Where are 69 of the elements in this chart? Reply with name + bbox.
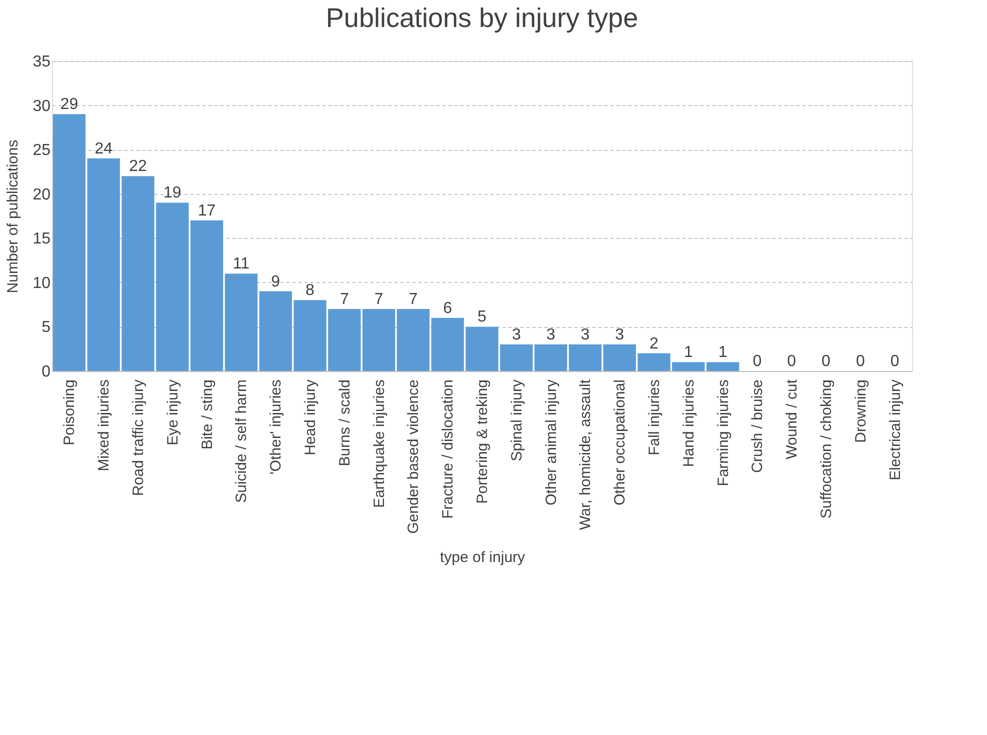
- data-label: 8: [306, 282, 315, 300]
- data-label: 3: [580, 326, 590, 344]
- y-axis-title: Number of publications: [4, 140, 22, 294]
- bar: [396, 309, 430, 371]
- chart-title: Publications by injury type: [326, 3, 638, 33]
- x-tick-label: Other occupational: [612, 380, 629, 506]
- x-tick-label: Crush / bruise: [749, 380, 766, 473]
- bar: [224, 274, 258, 371]
- data-label: 0: [787, 353, 796, 370]
- data-label: 24: [94, 140, 113, 158]
- data-label: 0: [856, 353, 865, 370]
- y-tick-label: 25: [32, 142, 51, 160]
- data-label: 29: [60, 96, 78, 114]
- x-tick-label: Portering & treking: [474, 380, 491, 504]
- x-tick-label: Eye injury: [164, 379, 182, 446]
- data-label: 7: [374, 291, 384, 308]
- bar: [534, 344, 568, 371]
- y-tick-label: 10: [32, 274, 51, 292]
- data-label: 3: [546, 326, 556, 344]
- data-label: 11: [232, 256, 250, 273]
- x-tick-label: Suicide / self harm: [233, 380, 250, 503]
- x-axis-title: type of injury: [440, 548, 526, 566]
- x-tick-label: Bite / sting: [198, 380, 216, 450]
- x-tick-label: Drowning: [852, 380, 870, 443]
- data-label: 0: [822, 353, 831, 370]
- y-tick-label: 20: [32, 186, 51, 204]
- x-tick-label: Electrical injury: [886, 379, 904, 480]
- data-label: 6: [443, 300, 452, 317]
- x-tick-label: Suffocation / choking: [818, 380, 835, 518]
- data-label: 7: [408, 291, 418, 308]
- bar: [52, 114, 86, 371]
- x-tick-label: Other animal injury: [542, 379, 560, 506]
- y-tick-label: 0: [42, 364, 51, 380]
- bar: [362, 309, 396, 371]
- x-tick-label: Hand injuries: [680, 380, 698, 468]
- y-tick-label: 5: [42, 319, 51, 336]
- data-label: 2: [650, 335, 659, 352]
- data-label: 3: [512, 326, 521, 344]
- y-tick-label: 30: [32, 98, 51, 115]
- data-label: 3: [615, 326, 624, 344]
- data-label: 22: [129, 158, 147, 176]
- x-tick-label: Head injury: [302, 379, 319, 456]
- bar: [190, 220, 224, 371]
- x-tick-label: Fracture / dislocation: [440, 380, 457, 519]
- x-tick-label: Poisoning: [61, 380, 78, 446]
- x-tick-label: 'Other' injuries: [268, 380, 285, 474]
- x-tick-label: Wound / cut: [784, 378, 801, 460]
- x-tick-label: Earthquake injuries: [370, 380, 388, 508]
- data-label: 0: [752, 353, 762, 370]
- data-label: 1: [718, 344, 728, 362]
- x-tick-label: Mixed injuries: [96, 380, 113, 472]
- bar: [706, 362, 740, 371]
- y-tick-label: 35: [32, 54, 51, 70]
- x-tick-label: Gender based violence: [405, 380, 422, 534]
- bar: [568, 344, 602, 371]
- x-tick-label: War, homicide, assault: [577, 378, 594, 530]
- x-tick-label: Fall injuries: [646, 380, 663, 456]
- data-label: 1: [684, 344, 693, 362]
- data-label: 7: [340, 291, 349, 308]
- x-tick-label: Spinal injury: [508, 379, 526, 462]
- x-tick-label: Farming injuries: [714, 380, 732, 486]
- data-label: 17: [198, 202, 216, 220]
- x-tick-label: Burns / scald: [336, 380, 354, 466]
- data-label: 5: [478, 308, 487, 326]
- data-label: 9: [271, 273, 280, 290]
- y-tick-label: 15: [32, 230, 51, 248]
- data-label: 0: [890, 353, 900, 370]
- data-label: 19: [164, 184, 182, 202]
- x-tick-label: Road traffic injury: [130, 379, 147, 496]
